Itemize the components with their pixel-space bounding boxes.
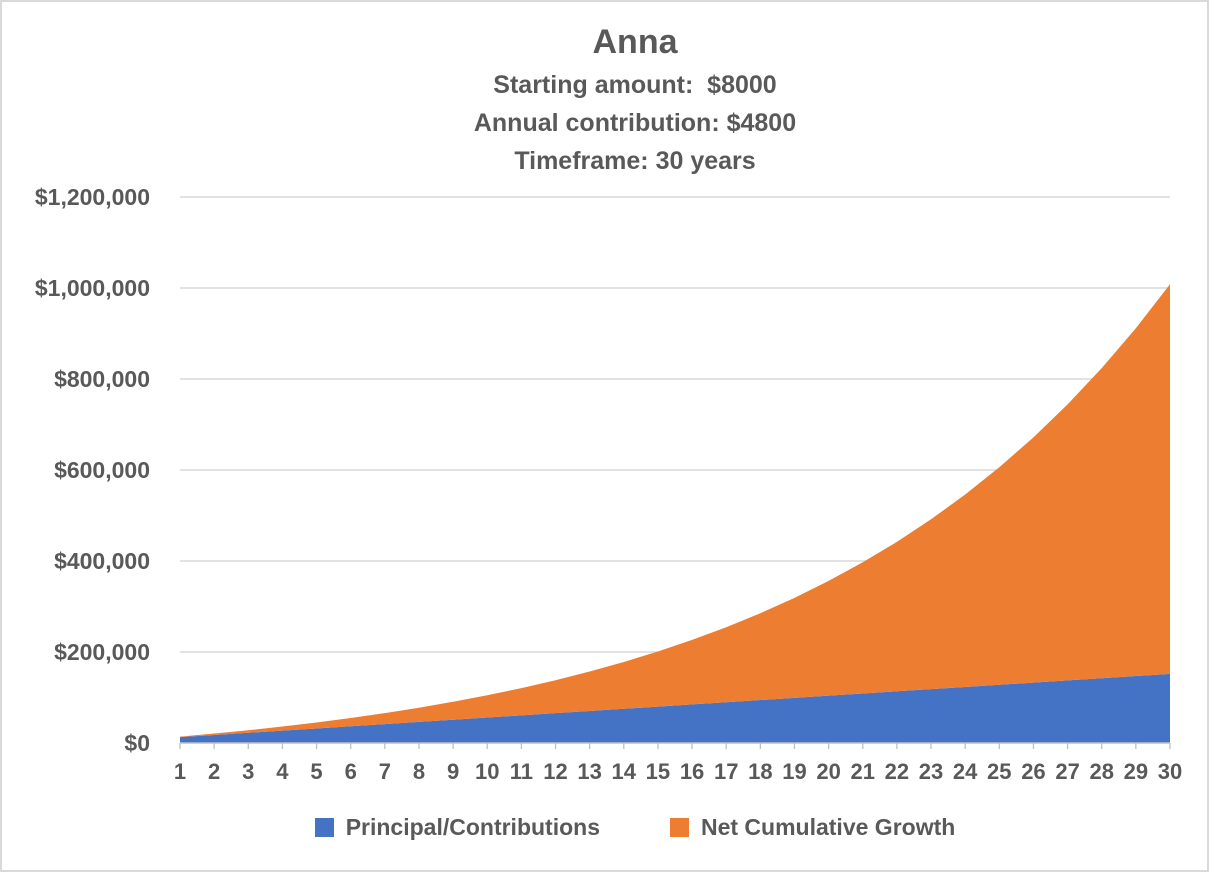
- x-tick-label: 22: [884, 759, 910, 784]
- x-tick-label: 17: [713, 759, 739, 784]
- y-tick-label: $1,000,000: [34, 275, 150, 301]
- chart-title-block: Anna Starting amount: $8000 Annual contr…: [63, 18, 1207, 180]
- x-tick-label: 5: [310, 759, 323, 784]
- y-tick-label: $800,000: [54, 366, 150, 392]
- y-axis-labels: $0 $200,000 $400,000 $600,000 $800,000 $1,000…: [2, 2, 150, 870]
- x-tick-label: 21: [850, 759, 875, 784]
- chart-subtitle-annual-contribution: Annual contribution: $4800: [473, 109, 797, 137]
- x-tick-label: 29: [1123, 759, 1149, 784]
- x-tick-label: 7: [378, 759, 391, 784]
- legend-swatch-growth-icon: [669, 818, 689, 837]
- x-tick-label: 16: [679, 759, 705, 784]
- chart-subtitle-timeframe: Timeframe: 30 years: [514, 147, 756, 175]
- x-tick-label: 26: [1021, 759, 1046, 784]
- x-tick-label: 27: [1055, 759, 1080, 784]
- area-series-growth: [180, 284, 1170, 738]
- x-tick-label: 25: [987, 759, 1012, 784]
- legend-label-growth: Net Cumulative Growth: [700, 814, 956, 840]
- x-tick-label: 20: [816, 759, 841, 784]
- x-tick-label: 14: [611, 759, 637, 784]
- x-tick-label: 28: [1089, 759, 1114, 784]
- x-tick-label: 13: [577, 759, 602, 784]
- plot-area: [179, 196, 1171, 749]
- legend-label-principal: Principal/Contributions: [345, 814, 600, 840]
- x-tick-label: 18: [748, 759, 773, 784]
- chart-subtitle-starting-amount: Starting amount: $8000: [493, 71, 777, 99]
- x-tick-label: 30: [1157, 759, 1183, 784]
- legend-item-growth: Net Cumulative Growth: [669, 814, 956, 841]
- x-tick-label: 12: [543, 759, 568, 784]
- y-tick-label: $400,000: [54, 548, 150, 574]
- x-tick-label: 1: [173, 759, 187, 784]
- x-tick-label: 2: [208, 759, 221, 784]
- x-tick-label: 19: [782, 759, 807, 784]
- x-tick-label: 3: [242, 759, 255, 784]
- area-series-principal: [180, 673, 1170, 743]
- x-tick-label: 6: [344, 759, 357, 784]
- legend-swatch-principal-icon: [314, 818, 334, 837]
- chart-legend: Principal/Contributions Net Cumulative G…: [63, 814, 1207, 841]
- x-tick-label: 9: [446, 759, 460, 784]
- x-tick-label: 24: [952, 759, 978, 784]
- x-tick-label: 4: [276, 759, 289, 784]
- x-tick-label: 23: [918, 759, 944, 784]
- x-tick-label: 10: [474, 759, 500, 784]
- x-tick-label: 15: [645, 759, 671, 784]
- y-tick-label: $1,200,000: [34, 184, 150, 210]
- chart-title: Anna: [592, 23, 678, 61]
- x-tick-label: 11: [509, 759, 533, 784]
- x-tick-label: 8: [412, 759, 426, 784]
- legend-item-principal: Principal/Contributions: [314, 814, 600, 841]
- y-tick-label: $0: [124, 730, 150, 756]
- y-tick-label: $600,000: [54, 457, 150, 483]
- y-tick-label: $200,000: [54, 639, 150, 665]
- x-axis-ticks: [179, 743, 1171, 749]
